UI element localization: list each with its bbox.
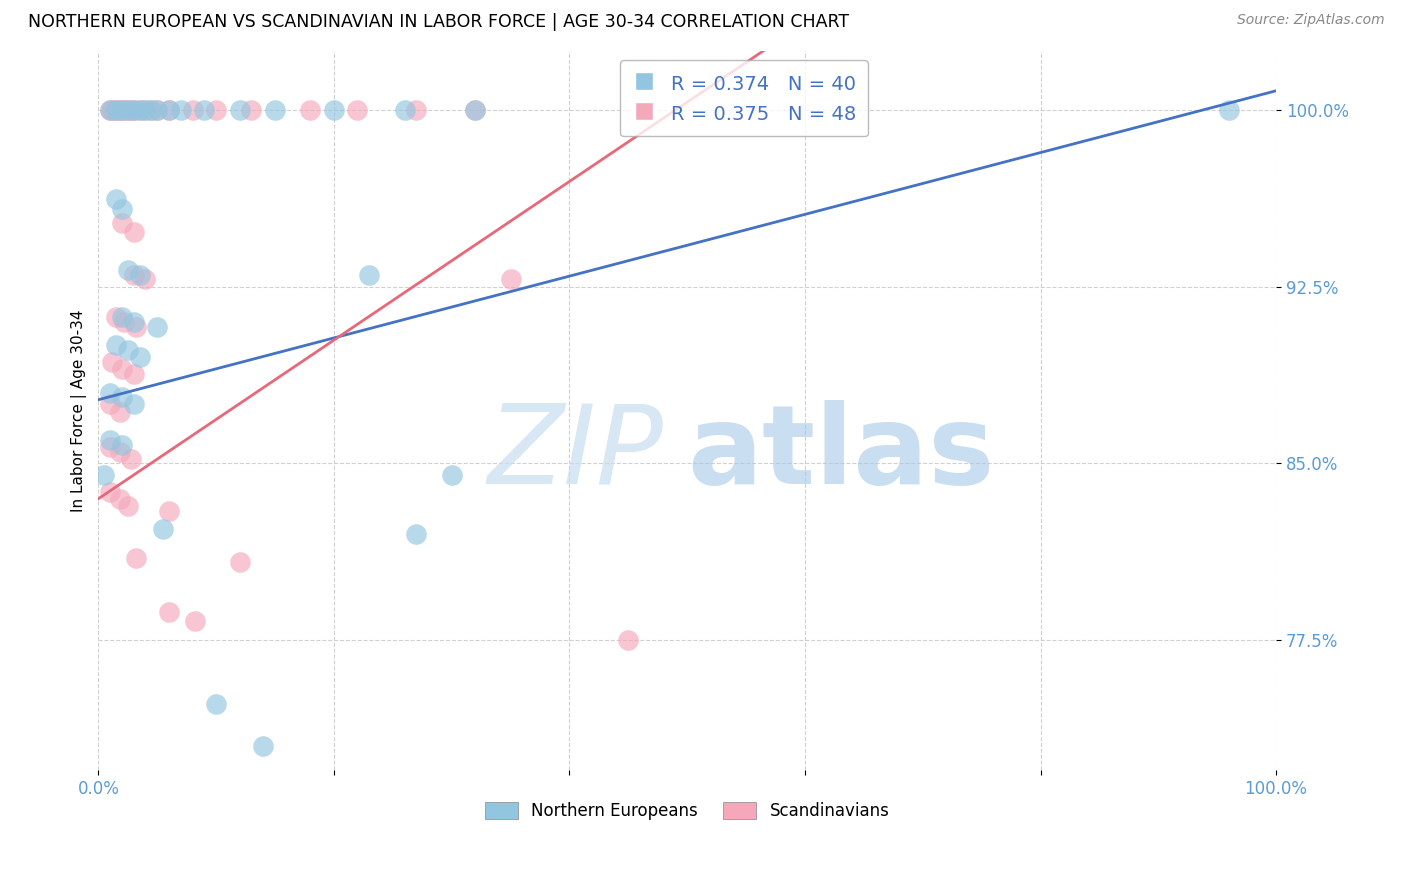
- Point: [252, 739, 274, 754]
- Point: [108, 444, 131, 458]
- Point: [108, 103, 131, 117]
- Text: atlas: atlas: [688, 400, 994, 507]
- Point: [346, 103, 368, 117]
- Point: [299, 103, 322, 117]
- Point: [464, 103, 486, 117]
- Point: [105, 192, 128, 206]
- Point: [205, 697, 228, 711]
- Point: [117, 499, 139, 513]
- Point: [111, 362, 134, 376]
- Point: [117, 263, 139, 277]
- Point: [122, 268, 145, 282]
- Point: [98, 103, 121, 117]
- Point: [617, 633, 640, 648]
- Point: [228, 103, 250, 117]
- Point: [120, 451, 142, 466]
- Point: [111, 103, 134, 117]
- Point: [98, 397, 121, 411]
- Point: [184, 615, 207, 629]
- Point: [128, 268, 150, 282]
- Point: [228, 556, 250, 570]
- Y-axis label: In Labor Force | Age 30-34: In Labor Force | Age 30-34: [72, 310, 87, 512]
- Point: [98, 433, 121, 447]
- Point: [1218, 103, 1240, 117]
- Point: [181, 103, 204, 117]
- Point: [141, 103, 163, 117]
- Point: [122, 225, 145, 239]
- Point: [122, 315, 145, 329]
- Point: [117, 103, 139, 117]
- Point: [394, 103, 416, 117]
- Point: [146, 319, 169, 334]
- Point: [111, 437, 134, 451]
- Point: [128, 103, 150, 117]
- Point: [108, 404, 131, 418]
- Point: [101, 103, 124, 117]
- Point: [111, 216, 134, 230]
- Point: [111, 310, 134, 325]
- Point: [134, 103, 156, 117]
- Point: [157, 503, 180, 517]
- Point: [104, 103, 127, 117]
- Text: NORTHERN EUROPEAN VS SCANDINAVIAN IN LABOR FORCE | AGE 30-34 CORRELATION CHART: NORTHERN EUROPEAN VS SCANDINAVIAN IN LAB…: [28, 13, 849, 31]
- Point: [146, 103, 169, 117]
- Point: [122, 103, 145, 117]
- Point: [322, 103, 344, 117]
- Point: [98, 385, 121, 400]
- Point: [170, 103, 193, 117]
- Point: [440, 468, 463, 483]
- Point: [157, 103, 180, 117]
- Point: [105, 338, 128, 352]
- Point: [112, 103, 135, 117]
- Point: [112, 315, 135, 329]
- Point: [157, 605, 180, 619]
- Point: [128, 351, 150, 365]
- Point: [111, 103, 134, 117]
- Text: Source: ZipAtlas.com: Source: ZipAtlas.com: [1237, 13, 1385, 28]
- Point: [125, 319, 148, 334]
- Point: [193, 103, 215, 117]
- Point: [125, 550, 148, 565]
- Point: [98, 440, 121, 454]
- Point: [141, 103, 163, 117]
- Point: [98, 103, 121, 117]
- Point: [134, 103, 156, 117]
- Legend: Northern Europeans, Scandinavians: Northern Europeans, Scandinavians: [478, 795, 897, 826]
- Point: [205, 103, 228, 117]
- Point: [240, 103, 263, 117]
- Point: [405, 103, 427, 117]
- Point: [111, 202, 134, 216]
- Point: [101, 355, 124, 369]
- Point: [122, 367, 145, 381]
- Text: ZIP: ZIP: [488, 400, 664, 507]
- Point: [98, 484, 121, 499]
- Point: [146, 103, 169, 117]
- Point: [359, 268, 381, 282]
- Point: [122, 397, 145, 411]
- Point: [134, 272, 156, 286]
- Point: [117, 343, 139, 358]
- Point: [264, 103, 287, 117]
- Point: [120, 103, 142, 117]
- Point: [105, 103, 128, 117]
- Point: [108, 491, 131, 506]
- Point: [157, 103, 180, 117]
- Point: [93, 468, 115, 483]
- Point: [122, 103, 145, 117]
- Point: [117, 103, 139, 117]
- Point: [111, 390, 134, 404]
- Point: [105, 103, 128, 117]
- Point: [128, 103, 150, 117]
- Point: [499, 272, 522, 286]
- Point: [152, 523, 174, 537]
- Point: [405, 527, 427, 541]
- Point: [105, 310, 128, 325]
- Point: [464, 103, 486, 117]
